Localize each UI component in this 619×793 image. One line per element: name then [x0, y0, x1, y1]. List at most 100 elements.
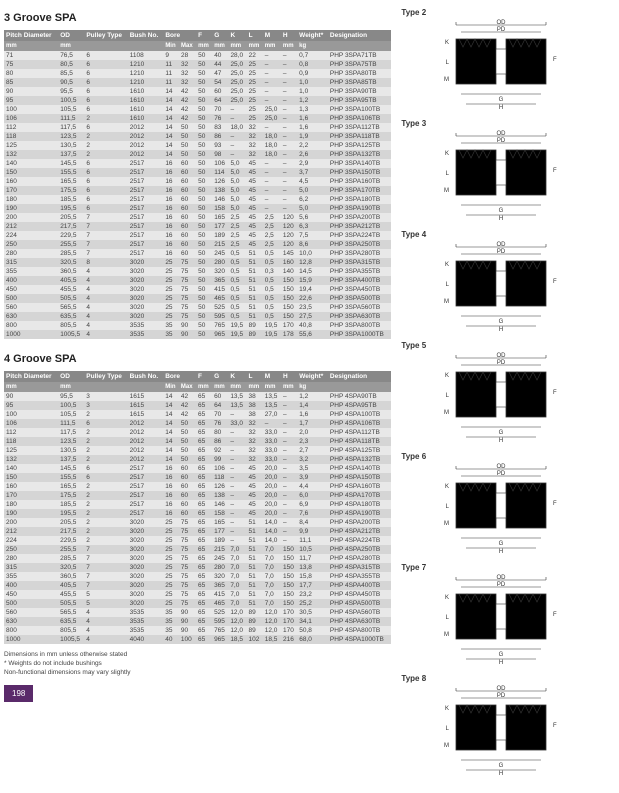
table-row: 125130,52201214505093–3218,0–2,2PHP 3SPA…: [4, 141, 391, 150]
cell: 2,5: [263, 240, 281, 249]
col-header: G: [212, 371, 228, 382]
cell: 217,5: [58, 222, 84, 231]
cell: 2: [84, 150, 127, 159]
cell: 126: [212, 482, 228, 491]
col-unit: mm: [58, 41, 84, 51]
cell: 4: [84, 267, 127, 276]
note-1: Dimensions in mm unless otherwise stated: [4, 650, 391, 659]
cell: 14: [163, 114, 179, 123]
cell: 2517: [128, 213, 164, 222]
cell: 6: [84, 69, 127, 78]
cell: 2: [84, 455, 127, 464]
cell: 1,9: [297, 132, 328, 141]
svg-text:G: G: [499, 652, 504, 658]
table-row: 160165,522517166065126–4520,0–4,4PHP 4SP…: [4, 482, 391, 491]
cell: 25: [163, 590, 179, 599]
cell: 320: [212, 267, 228, 276]
cell: PHP 3SPA71TB: [328, 51, 392, 60]
svg-text:PD: PD: [497, 138, 506, 144]
cell: 11: [163, 69, 179, 78]
cell: 50: [179, 150, 196, 159]
cell: PHP 4SPA180TB: [328, 500, 392, 509]
cell: 92: [212, 446, 228, 455]
cell: 145,5: [58, 159, 84, 168]
cell: –: [281, 491, 297, 500]
note-3: Non-functional dimensions may vary sligh…: [4, 668, 391, 677]
cell: 2: [84, 536, 127, 545]
cell: 60: [179, 231, 196, 240]
cell: 50: [196, 51, 212, 60]
cell: 55,6: [297, 330, 328, 339]
cell: 5,0: [228, 204, 246, 213]
cell: 2012: [128, 446, 164, 455]
cell: 50: [196, 330, 212, 339]
cell: PHP 3SPA224TB: [328, 231, 392, 240]
cell: –: [281, 168, 297, 177]
cell: 18,5: [263, 635, 281, 644]
cell: 6: [84, 105, 127, 114]
cell: 50: [179, 123, 196, 132]
cell: 2517: [128, 249, 164, 258]
cell: 100: [179, 635, 196, 644]
cell: 90: [4, 392, 58, 401]
cell: 3020: [128, 285, 164, 294]
svg-text:L: L: [446, 726, 450, 732]
cell: 13,5: [263, 401, 281, 410]
cell: 16: [163, 240, 179, 249]
cell: 50: [196, 177, 212, 186]
cell: –: [281, 78, 297, 87]
col-unit: Min: [163, 41, 179, 51]
cell: –: [263, 204, 281, 213]
cell: PHP 3SPA180TB: [328, 195, 392, 204]
table-row: 560565,54353535906552512,08912,017030,5P…: [4, 608, 391, 617]
cell: 51: [247, 545, 263, 554]
table-row: 112117,5620121450508318,032––1,6PHP 3SPA…: [4, 123, 391, 132]
cell: 2,2: [297, 141, 328, 150]
cell: 217,5: [58, 527, 84, 536]
cell: 450: [4, 285, 58, 294]
cell: 160: [281, 258, 297, 267]
table-row: 280285,5725171660502450,5510,514510,0PHP…: [4, 249, 391, 258]
cell: 32: [247, 455, 263, 464]
cell: 5: [84, 590, 127, 599]
cell: 2: [84, 527, 127, 536]
cell: 3020: [128, 545, 164, 554]
cell: –: [263, 96, 281, 105]
cell: 355: [4, 572, 58, 581]
cell: 500: [4, 599, 58, 608]
cell: PHP 3SPA160TB: [328, 177, 392, 186]
svg-text:PD: PD: [497, 471, 506, 477]
cell: 16: [163, 491, 179, 500]
cell: 280: [4, 554, 58, 563]
cell: 965: [212, 330, 228, 339]
cell: 50: [196, 186, 212, 195]
cell: 75: [179, 267, 196, 276]
cell: –: [281, 69, 297, 78]
table-row: 140145,562517166065106–4520,0–3,5PHP 4SP…: [4, 464, 391, 473]
table-row: 450455,5430202575504150,5510,515019,4PHP…: [4, 285, 391, 294]
cell: 0,5: [263, 249, 281, 258]
cell: PHP 4SPA1000TB: [328, 635, 392, 644]
cell: 2517: [128, 482, 164, 491]
cell: –: [228, 428, 246, 437]
cell: 45: [247, 464, 263, 473]
cell: 76: [212, 419, 228, 428]
cell: 2: [84, 518, 127, 527]
cell: 111,5: [58, 114, 84, 123]
svg-text:F: F: [553, 57, 557, 63]
cell: 7: [84, 249, 127, 258]
cell: –: [263, 195, 281, 204]
cell: –: [263, 78, 281, 87]
svg-text:M: M: [444, 77, 449, 83]
svg-text:L: L: [446, 615, 450, 621]
table-row: 9095,5616101442506025,025––1,0PHP 3SPA90…: [4, 87, 391, 96]
cell: –: [281, 132, 297, 141]
cell: 25: [163, 527, 179, 536]
cell: 65: [196, 545, 212, 554]
col-unit: Min: [163, 382, 179, 392]
cell: 90,5: [58, 78, 84, 87]
cell: 45: [247, 213, 263, 222]
cell: 50: [196, 69, 212, 78]
cell: PHP 3SPA190TB: [328, 204, 392, 213]
cell: 255,5: [58, 240, 84, 249]
